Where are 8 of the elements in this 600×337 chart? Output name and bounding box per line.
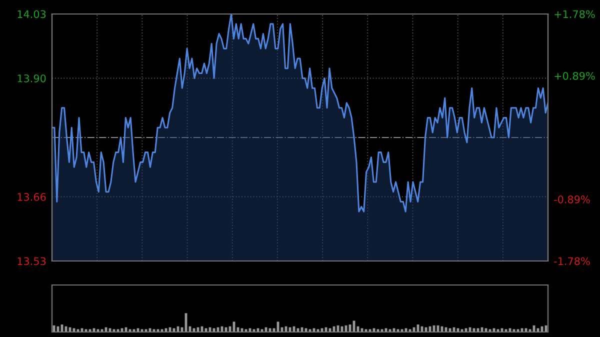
y2-tick-label: -0.89% (554, 195, 590, 204)
y-tick-label: 13.66 (18, 193, 46, 201)
y-tick-label: 14.03 (18, 10, 46, 18)
y2-tick-label: +1.78% (554, 10, 595, 18)
y-tick-label: 13.53 (18, 257, 46, 266)
y-tick-label: 13.90 (18, 74, 46, 82)
y2-tick-label: +0.89% (554, 72, 595, 80)
y2-tick-label: -1.78% (554, 257, 590, 266)
